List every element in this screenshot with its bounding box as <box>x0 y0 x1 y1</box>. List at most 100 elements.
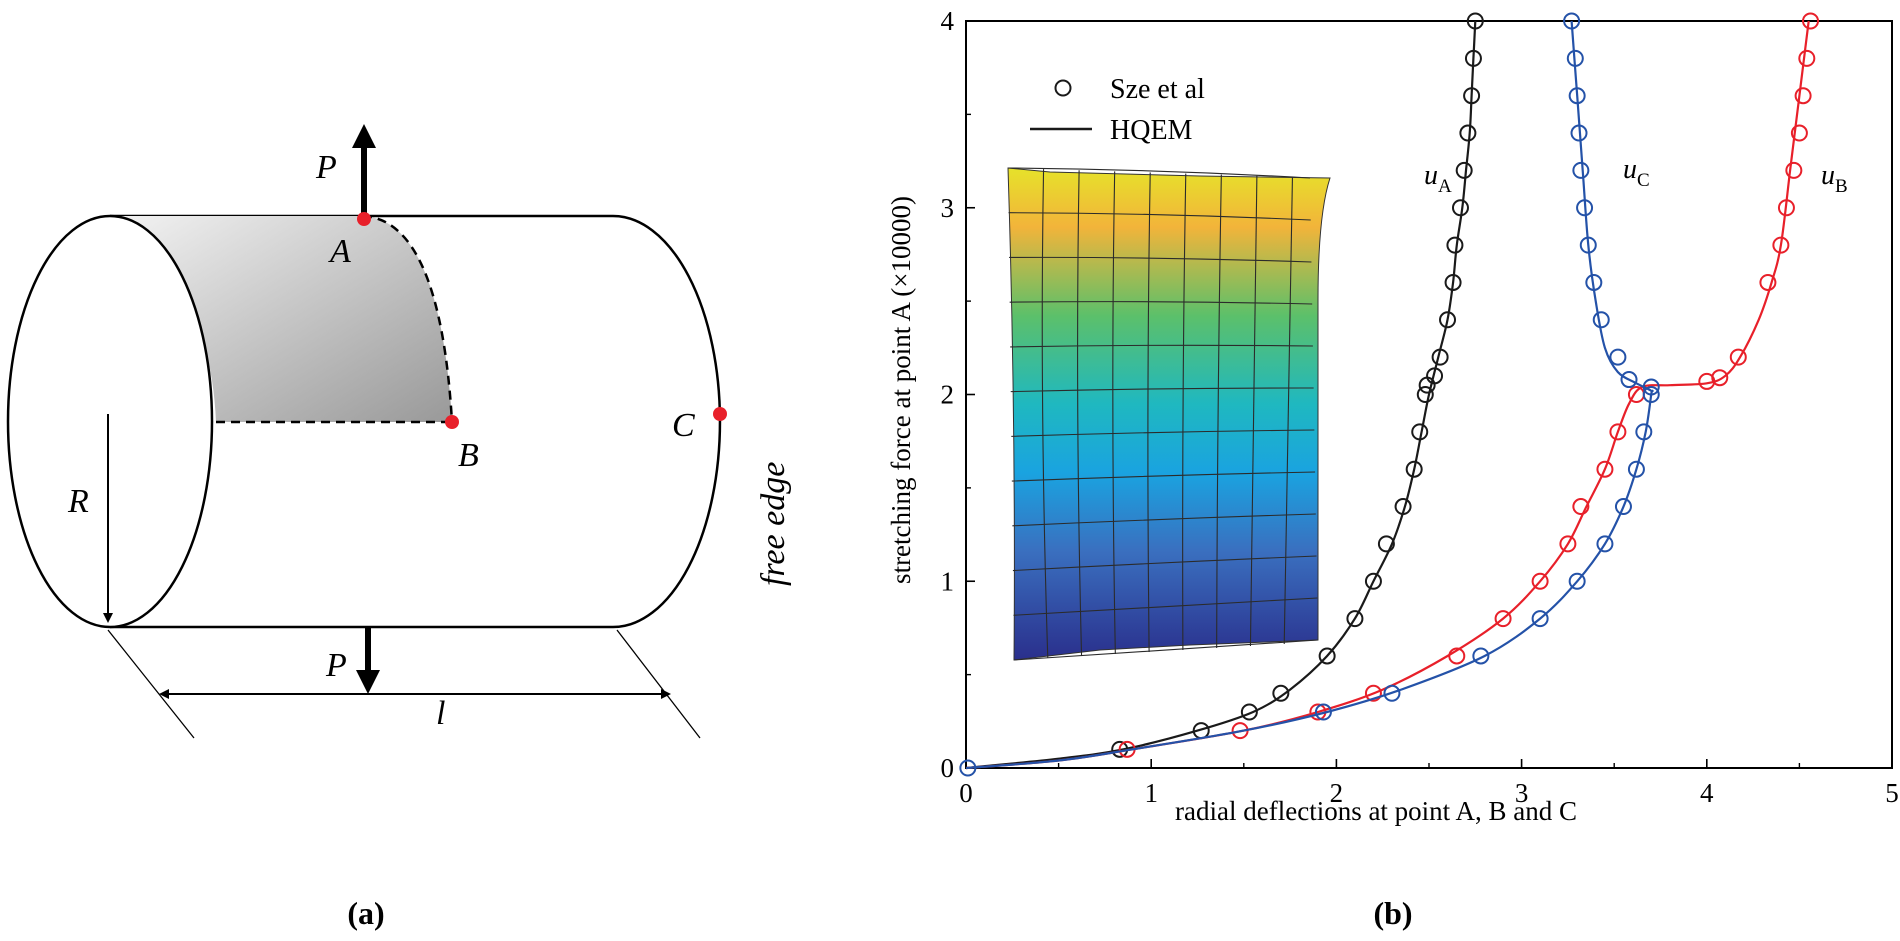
mesh-row-line <box>1012 513 1316 527</box>
mesh-column-line <box>1147 172 1151 653</box>
legend-line-label: HQEM <box>1110 115 1193 146</box>
data-point-ub <box>1798 49 1816 67</box>
data-point-uc <box>1570 124 1588 142</box>
point-c-marker <box>713 407 727 421</box>
curve-label-ub-u: u <box>1821 160 1835 191</box>
label-b: B <box>458 437 479 474</box>
mesh-row-line <box>1010 387 1314 393</box>
data-point-ua <box>1346 610 1364 628</box>
data-point-ub <box>1531 572 1549 590</box>
mesh-column-line <box>1077 170 1083 657</box>
curve-label-uc-u: u <box>1623 154 1637 185</box>
data-point-ub <box>1559 535 1577 553</box>
label-p-top: P <box>315 149 337 186</box>
data-point-ua <box>1272 684 1290 702</box>
mesh-grid-lines <box>1007 167 1319 661</box>
data-point-ua <box>1444 273 1462 291</box>
mesh-row-line <box>1013 597 1318 616</box>
data-point-ua <box>1364 572 1382 590</box>
curve-label-ub-sub: B <box>1835 176 1848 197</box>
data-point-uc <box>1563 12 1581 30</box>
curve-label-ua: uA <box>1424 160 1452 197</box>
legend-marker-label: Sze et al <box>1110 74 1205 105</box>
cylinder-right-end <box>612 214 722 629</box>
data-point-ua <box>1466 12 1484 30</box>
x-tick-label: 0 <box>959 778 973 808</box>
data-point-ub <box>1711 369 1729 387</box>
data-point-uc <box>1572 161 1590 179</box>
data-point-uc <box>1642 386 1660 403</box>
data-point-ub <box>1794 87 1812 105</box>
data-point-uc <box>1620 371 1638 389</box>
dimension-extension-left <box>107 629 195 739</box>
data-point-uc <box>1566 49 1584 67</box>
data-point-ub <box>1729 348 1747 366</box>
mesh-row-line <box>1011 429 1315 437</box>
curve-label-uc: uC <box>1623 154 1650 191</box>
data-point-ua <box>1416 386 1434 403</box>
mesh-row-line <box>1010 344 1313 348</box>
x-tick-label: 5 <box>1885 778 1899 808</box>
data-point-uc <box>1585 273 1603 291</box>
x-tick-label: 2 <box>1330 778 1344 808</box>
mesh-column-line <box>1112 171 1116 655</box>
data-point-ub <box>1572 498 1590 516</box>
curve-label-ua-sub: A <box>1438 176 1452 197</box>
mesh-row-line <box>1009 301 1313 305</box>
label-r: R <box>67 483 89 520</box>
shaded-patch-edge-arc <box>362 214 454 423</box>
data-point-ub <box>1759 273 1777 291</box>
data-point-ub <box>1494 610 1512 628</box>
data-point-ua <box>1426 367 1444 385</box>
data-point-ua <box>1459 124 1477 142</box>
data-point-ua <box>1377 535 1395 553</box>
label-c: C <box>672 407 695 444</box>
y-tick-label: 2 <box>941 380 955 410</box>
data-point-uc <box>1568 87 1586 105</box>
data-point-ub <box>1772 236 1790 254</box>
axis-ticks <box>965 20 1893 769</box>
data-point-ua <box>1464 49 1482 67</box>
series-line-uc <box>965 20 1654 770</box>
data-point-uc <box>1579 236 1597 254</box>
label-free-edge: free edge <box>755 462 792 586</box>
caption-b: (b) <box>1373 895 1412 931</box>
shaded-patch <box>110 216 452 422</box>
series-layer <box>959 12 1820 777</box>
data-point-uc <box>1635 423 1653 441</box>
force-arrow-top-head <box>352 124 376 148</box>
label-a: A <box>328 233 351 270</box>
data-point-ua <box>1463 87 1481 105</box>
caption-a: (a) <box>347 895 384 931</box>
y-axis-label: stretching force at point A (×10000) <box>886 196 916 584</box>
label-p-bottom: P <box>325 647 347 684</box>
point-b-marker <box>445 415 459 429</box>
cylinder-left-end <box>6 214 214 629</box>
x-tick-label: 1 <box>1144 778 1158 808</box>
data-point-uc <box>1531 610 1549 628</box>
series-line-ua <box>965 20 1477 770</box>
mesh-column-line <box>1249 175 1258 647</box>
data-point-ua <box>1451 199 1469 217</box>
data-point-ub <box>1777 199 1795 217</box>
mesh-row-line <box>1007 167 1311 179</box>
mesh-column-line <box>1216 174 1222 649</box>
data-point-ua <box>1455 161 1473 179</box>
data-point-ub <box>1790 124 1808 142</box>
data-point-ub <box>1785 161 1803 179</box>
mesh-row-line <box>1013 639 1319 661</box>
data-point-ub <box>1448 647 1466 665</box>
data-point-uc <box>1576 199 1594 217</box>
data-point-ub <box>1627 386 1645 403</box>
curve-label-ua-u: u <box>1424 160 1438 191</box>
x-tick-label: 3 <box>1515 778 1529 808</box>
curve-label-ub: uB <box>1821 160 1848 197</box>
data-point-uc <box>1614 498 1632 516</box>
data-point-uc <box>1314 703 1332 721</box>
data-point-uc <box>1472 647 1490 665</box>
data-point-uc <box>1596 535 1614 553</box>
x-tick-label: 4 <box>1700 778 1714 808</box>
y-tick-label: 4 <box>941 6 955 36</box>
mesh-surface <box>1007 167 1331 661</box>
